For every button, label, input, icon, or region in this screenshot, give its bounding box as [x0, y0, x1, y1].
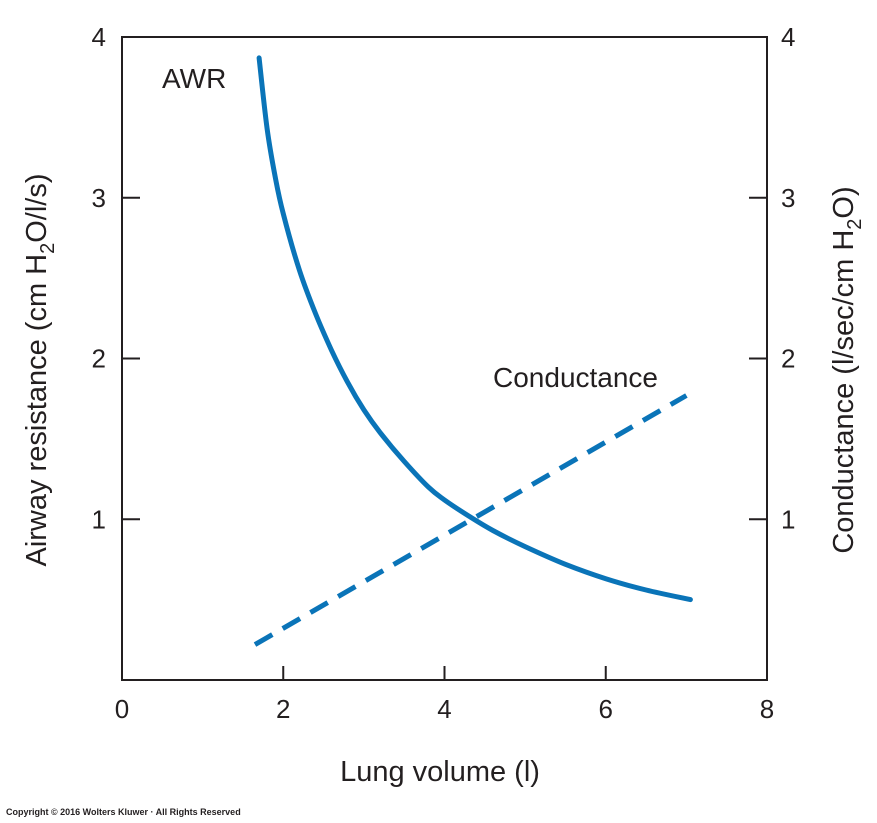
x-tick-label: 8	[760, 694, 774, 724]
y-left-tick-label: 4	[92, 22, 106, 52]
awr-series-line	[256, 55, 693, 603]
x-tick-label: 0	[115, 694, 129, 724]
x-tick-label: 4	[437, 694, 451, 724]
conductance-series-line	[253, 393, 688, 647]
copyright-notice: Copyright © 2016 Wolters Kluwer · All Ri…	[6, 807, 241, 817]
conductance-series-label: Conductance	[493, 362, 658, 393]
plot-frame	[121, 36, 768, 681]
y-left-tick-label: 1	[92, 504, 106, 534]
y-left-tick-label: 3	[92, 183, 106, 213]
x-axis-title: Lung volume (l)	[340, 756, 540, 788]
series-layer	[253, 55, 693, 647]
x-tick-label: 2	[276, 694, 290, 724]
y-axis-left-title: Airway resistance (cm H2O/l/s)	[21, 173, 59, 566]
y-right-tick-label: 4	[781, 22, 795, 52]
y-axis-right-title: Conductance (l/sec/cm H2O)	[828, 186, 866, 553]
y-axis-right-ticks: 1 2 3 4	[749, 22, 795, 534]
y-right-tick-label: 2	[781, 344, 795, 374]
x-tick-label: 6	[599, 694, 613, 724]
y-right-tick-label: 1	[781, 504, 795, 534]
y-left-tick-label: 2	[92, 344, 106, 374]
awr-series-label: AWR	[162, 63, 226, 94]
x-axis-ticks: 0 2 4 6 8	[115, 666, 774, 724]
y-axis-left-ticks: 1 2 3 4	[92, 22, 140, 534]
y-right-tick-label: 3	[781, 183, 795, 213]
